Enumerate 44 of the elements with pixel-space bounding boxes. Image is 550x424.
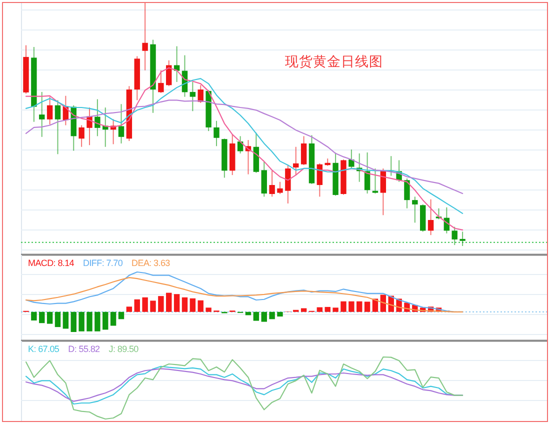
bar (261, 312, 267, 322)
bar (39, 312, 45, 324)
text: 现货黄金日线图 (284, 54, 383, 69)
bar (150, 300, 156, 312)
bar (348, 301, 354, 312)
bar (102, 312, 108, 330)
bar (126, 306, 132, 312)
bar (198, 300, 204, 312)
bar (340, 301, 346, 312)
bar (86, 312, 92, 332)
bar (166, 292, 172, 312)
bar (332, 308, 338, 312)
bar (70, 312, 76, 332)
bar (300, 308, 307, 312)
bar (118, 312, 124, 320)
bar (190, 298, 196, 312)
bar (324, 306, 330, 312)
bar (356, 301, 362, 312)
text: K: 67.05 (28, 344, 60, 354)
bar (380, 294, 386, 312)
bar (62, 312, 69, 329)
bar (269, 312, 275, 320)
bar (110, 312, 116, 326)
series-label: DEA: 3.63 (132, 258, 170, 268)
text: MACD: 8.14 (28, 258, 74, 268)
bar (46, 312, 53, 324)
bar (31, 312, 37, 320)
bar (142, 297, 148, 312)
bar (54, 312, 61, 328)
text: D: 55.82 (68, 344, 100, 354)
bar (206, 308, 212, 312)
series-label: DIFF: 7.70 (83, 258, 123, 268)
bar (78, 312, 84, 332)
bar (182, 297, 188, 312)
bar (94, 312, 100, 332)
bar (253, 312, 260, 321)
bar (316, 307, 323, 312)
bar (158, 296, 164, 312)
bar (174, 294, 180, 312)
bar (134, 299, 140, 312)
bar (364, 302, 370, 312)
bar (277, 312, 283, 317)
text: J: 89.50 (108, 344, 139, 354)
bar (372, 298, 378, 312)
